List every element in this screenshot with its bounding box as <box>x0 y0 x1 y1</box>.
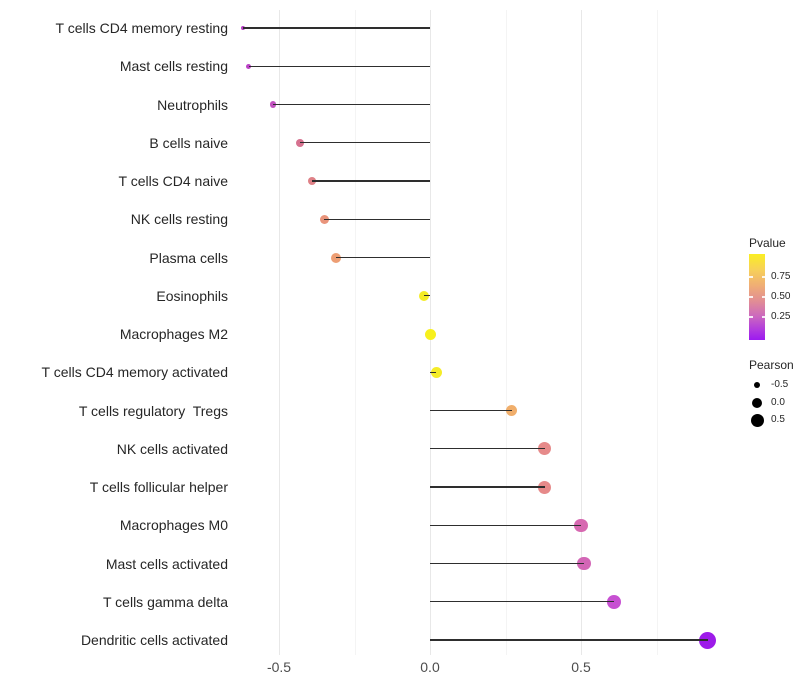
colorbar-tick <box>761 276 765 278</box>
lollipop-line <box>430 562 585 565</box>
x-tick-label: 0.0 <box>420 659 440 675</box>
y-axis-label: T cells regulatory Tregs <box>78 402 228 419</box>
pearson-legend-dot <box>751 397 763 409</box>
pearson-legend-label: 0.5 <box>771 414 785 425</box>
y-axis-label: B cells naive <box>149 134 228 151</box>
gridline-major <box>581 10 582 655</box>
gridline-minor <box>656 10 658 655</box>
lollipop-dot <box>505 404 518 417</box>
lollipop-line <box>430 409 512 412</box>
lollipop-dot <box>424 328 436 340</box>
x-tick-label: -0.5 <box>266 659 292 675</box>
lollipop-line <box>248 65 430 67</box>
lollipop-line <box>336 256 430 259</box>
colorbar-tick <box>749 316 753 318</box>
colorbar-tick <box>749 296 753 298</box>
gridline-minor <box>505 10 507 655</box>
pvalue-tick-label: 0.50 <box>771 291 791 302</box>
lollipop-line <box>423 295 430 297</box>
y-axis-label: Eosinophils <box>156 287 228 304</box>
lollipop-dot <box>606 594 622 609</box>
lollipop-line <box>272 103 430 106</box>
y-axis-label: Plasma cells <box>149 249 228 266</box>
y-axis-label: Mast cells resting <box>119 58 228 75</box>
y-axis-label: Macrophages M0 <box>119 517 228 534</box>
lollipop-dot <box>430 366 442 378</box>
y-axis-label: NK cells activated <box>116 440 228 457</box>
colorbar-tick <box>761 296 765 298</box>
lollipop-line <box>430 371 437 373</box>
lollipop-line <box>324 218 430 220</box>
y-axis-label: T cells follicular helper <box>89 479 228 495</box>
pvalue-legend-title: Pvalue <box>749 236 786 250</box>
x-tick-label: 0.5 <box>571 659 591 675</box>
pearson-legend-label: 0.0 <box>771 397 785 408</box>
pvalue-colorbar-gradient <box>749 254 765 340</box>
gridline-minor <box>354 10 356 655</box>
lollipop-dot <box>577 556 591 571</box>
lollipop-line <box>312 180 430 182</box>
y-axis-label: T cells CD4 naive <box>118 173 228 189</box>
lollipop-line <box>430 639 708 641</box>
lollipop-dot <box>538 480 552 494</box>
y-axis-label: Neutrophils <box>157 96 228 113</box>
y-axis-label: T cells CD4 memory resting <box>55 20 228 36</box>
pearson-legend-dot <box>753 381 761 389</box>
lollipop-dot <box>574 518 588 532</box>
pearson-legend-title: Pearson <box>749 358 794 372</box>
y-axis-label: T cells gamma delta <box>102 593 228 610</box>
y-axis-label: Mast cells activated <box>105 555 228 572</box>
colorbar-tick <box>761 316 765 318</box>
pvalue-tick-label: 0.25 <box>771 311 791 322</box>
lollipop-dot <box>538 442 552 456</box>
lollipop-line <box>430 601 615 603</box>
y-axis-label: Macrophages M2 <box>119 326 228 342</box>
lollipop-line <box>430 524 581 526</box>
pearson-legend-dot <box>750 413 764 427</box>
lollipop-line <box>300 142 430 144</box>
colorbar-tick <box>749 276 753 278</box>
pearson-legend-label: -0.5 <box>771 379 789 390</box>
lollipop-line <box>430 486 545 488</box>
y-axis-label: Dendritic cells activated <box>80 632 228 648</box>
gridline-major <box>279 10 280 655</box>
y-axis-label: T cells CD4 memory activated <box>41 364 228 381</box>
lollipop-line <box>242 27 430 29</box>
lollipop-line <box>430 448 545 450</box>
lollipop-dot <box>699 631 717 649</box>
y-axis-label: NK cells resting <box>130 211 228 228</box>
pvalue-tick-label: 0.75 <box>771 271 791 282</box>
